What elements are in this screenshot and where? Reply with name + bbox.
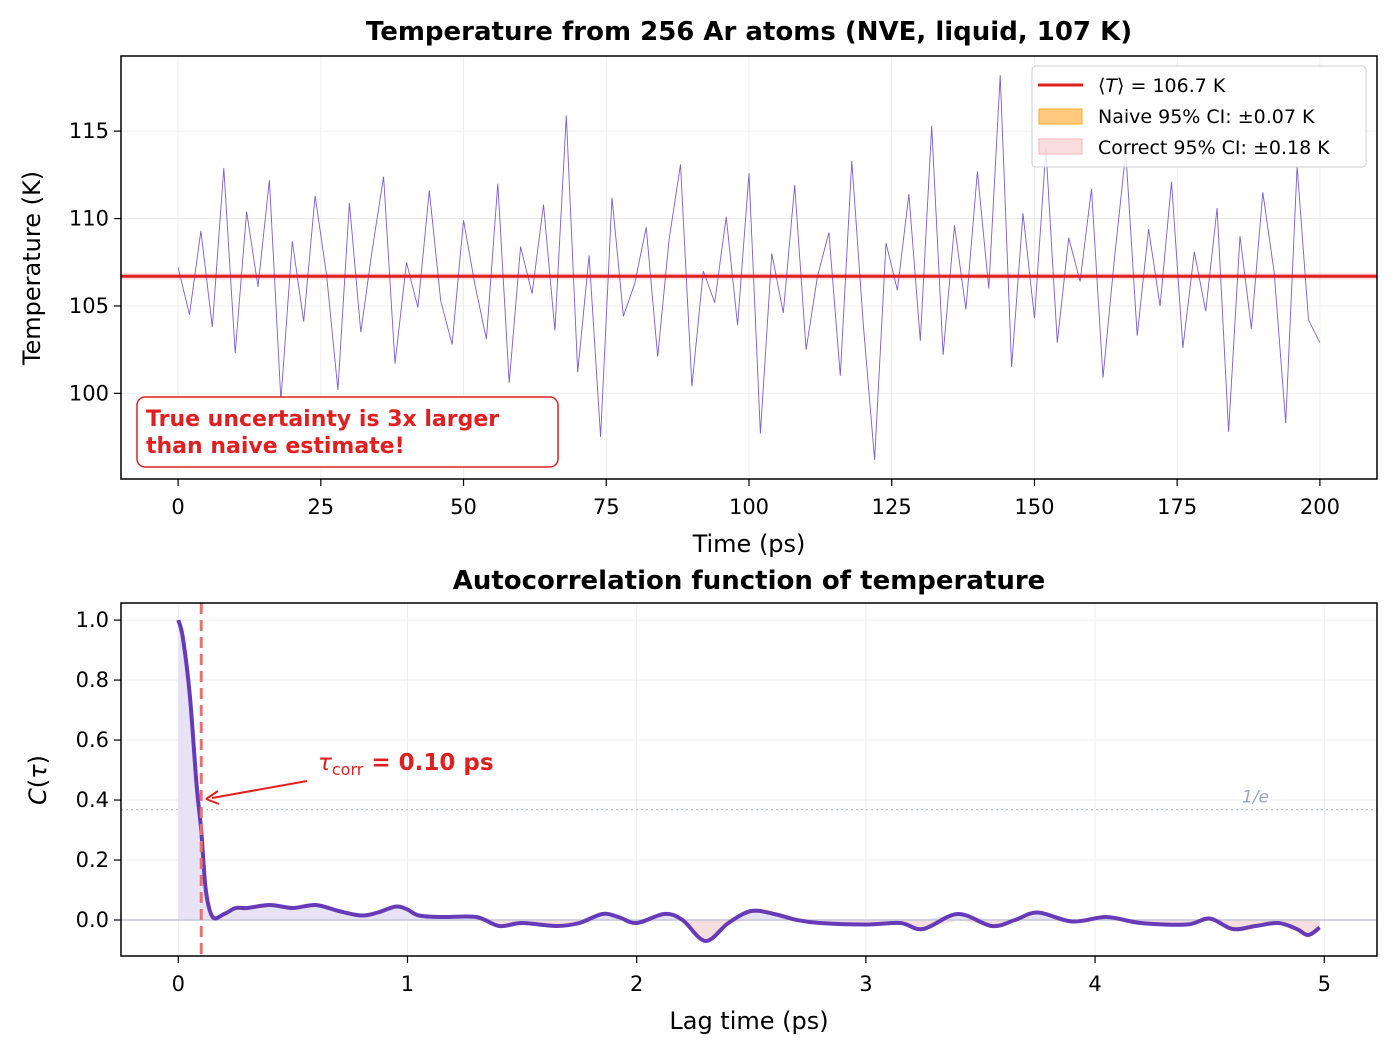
- legend-naive-swatch: [1038, 108, 1083, 125]
- inv-e-label: 1/e: [1242, 788, 1269, 808]
- x-tick-label: 150: [1014, 495, 1054, 519]
- legend-box: [1031, 65, 1367, 168]
- y-tick-label: 0.6: [76, 728, 109, 752]
- acf-series: [176, 619, 1321, 943]
- top-xlabel: Time (ps): [692, 530, 806, 558]
- legend-correct-label: Correct 95% CI: ±0.18 K: [1098, 137, 1330, 159]
- x-tick-label: 200: [1300, 495, 1340, 519]
- uncertainty-annotation: True uncertainty is 3x larger than naive…: [136, 396, 559, 468]
- top-ticks: 0 25 50 75 100 125 150 175 200 100 105 110 115: [69, 119, 1340, 519]
- annotation-box: [136, 396, 559, 468]
- x-tick-label: 75: [593, 495, 620, 519]
- y-tick-label: 0.8: [76, 668, 109, 692]
- x-tick-label: 100: [729, 495, 769, 519]
- y-tick-label: 0.2: [76, 848, 109, 872]
- y-tick-label: 1.0: [76, 608, 109, 632]
- legend-naive-label: Naive 95% CI: ±0.07 K: [1098, 106, 1315, 128]
- x-tick-label: 175: [1157, 495, 1197, 519]
- x-tick-label: 3: [859, 972, 872, 996]
- x-tick-label: 125: [872, 495, 912, 519]
- y-tick-label: 105: [69, 294, 109, 318]
- bottom-grid: [121, 603, 1377, 956]
- top-title: Temperature from 256 Ar atoms (NVE, liqu…: [366, 17, 1132, 47]
- acf-panel: Autocorrelation function of temperature …: [24, 566, 1378, 1035]
- y-tick-label: 100: [69, 381, 109, 405]
- legend-correct-swatch: [1038, 138, 1083, 155]
- y-tick-label: 0.0: [76, 908, 109, 932]
- legend: ⟨T⟩ = 106.7 K Naive 95% CI: ±0.07 K Corr…: [1031, 65, 1367, 168]
- x-tick-label: 4: [1088, 972, 1101, 996]
- tau-annotation: τcorr = 0.10 ps: [205, 750, 494, 805]
- bottom-ticks: 0 1 2 3 4 5 1.0 0.8 0.6 0.4 0.2 0.0: [76, 608, 1331, 996]
- bottom-axes-frame: [120, 602, 1378, 957]
- y-tick-label: 115: [69, 119, 109, 143]
- legend-mean-label: ⟨T⟩ = 106.7 K: [1098, 75, 1226, 97]
- x-tick-label: 0: [172, 972, 185, 996]
- tau-label: τcorr = 0.10 ps: [318, 750, 494, 779]
- annotation-line2: than naive estimate!: [146, 434, 405, 459]
- temperature-panel: Temperature from 256 Ar atoms (NVE, liqu…: [18, 17, 1378, 558]
- x-tick-label: 25: [307, 495, 334, 519]
- y-tick-label: 0.4: [76, 788, 109, 812]
- x-tick-label: 0: [171, 495, 184, 519]
- tau-arrow: [211, 780, 308, 799]
- bottom-title: Autocorrelation function of temperature: [453, 566, 1046, 596]
- x-tick-label: 1: [401, 972, 414, 996]
- x-tick-label: 5: [1318, 972, 1331, 996]
- y-tick-label: 110: [69, 207, 109, 231]
- x-tick-label: 2: [630, 972, 643, 996]
- x-tick-label: 50: [450, 495, 477, 519]
- bottom-xlabel: Lag time (ps): [669, 1007, 828, 1035]
- annotation-line1: True uncertainty is 3x larger: [146, 407, 499, 432]
- tau-arrow-head-icon: [205, 790, 220, 805]
- bottom-ylabel: C(τ): [24, 755, 52, 805]
- top-ylabel: Temperature (K): [18, 171, 46, 366]
